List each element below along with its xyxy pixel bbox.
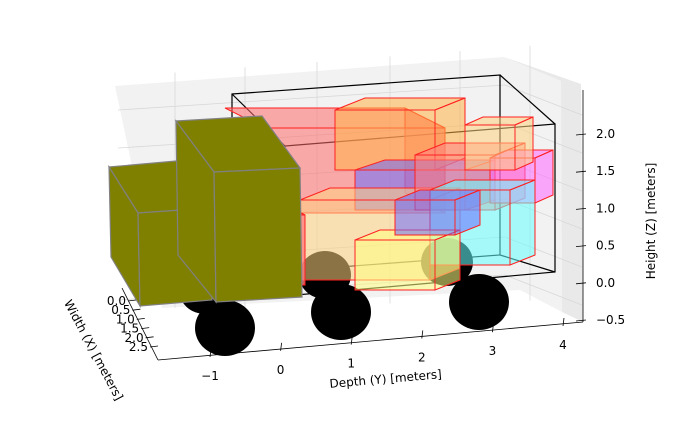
y-tick (562, 317, 565, 327)
z-axis-ticks: −0.5 0.0 0.5 1.0 1.5 2.0 (575, 127, 625, 327)
grid-line (504, 84, 583, 116)
x-tick (149, 345, 159, 348)
z-tick (575, 170, 587, 173)
y-tick-label: 2 (418, 350, 426, 364)
y-tick-label: 0 (277, 363, 285, 377)
x-tick-label: 2.5 (129, 340, 148, 354)
x-tick-label: 0.5 (111, 303, 130, 317)
y-axis-label: Depth (Y) [meters] (329, 367, 442, 391)
cargo-box-front (464, 124, 516, 171)
wheel (449, 274, 509, 330)
z-tick (575, 245, 587, 247)
x-tick-label: 1.0 (116, 312, 135, 326)
cab-front (213, 167, 303, 303)
cargo-box-side (434, 229, 461, 291)
y-tick (350, 336, 353, 345)
z-axis-label: Height (Z) [meters] (644, 163, 658, 280)
x-tick (136, 318, 145, 320)
z-tick (575, 319, 587, 322)
z-tick-label: 2.0 (596, 127, 615, 141)
wheel (195, 300, 255, 356)
y-axis-line (157, 321, 584, 361)
y-tick (280, 342, 282, 351)
z-tick (575, 282, 587, 285)
cargo-box-side (509, 179, 536, 266)
z-tick-label: 1.5 (596, 164, 615, 178)
y-tick (209, 348, 212, 358)
cargo-box (464, 116, 534, 171)
z-tick-label: 1.0 (596, 201, 615, 215)
x-tick (132, 308, 141, 311)
y-axis-ticks: −1 0 1 2 3 4 (201, 317, 567, 383)
y-tick-label: 1 (347, 357, 355, 371)
x-tick-label: 0.0 (107, 294, 126, 308)
cargo-box (354, 229, 461, 291)
x-tick (145, 336, 154, 339)
x-axis-ticks: 0.00.51.01.52.02.5 (107, 294, 159, 354)
y-tick (421, 330, 424, 339)
z-tick (575, 208, 587, 210)
cargo-box-front (394, 199, 456, 236)
y-tick-label: −1 (201, 369, 219, 383)
right-pane (504, 57, 583, 322)
z-tick-label: 0.5 (596, 239, 615, 253)
z-tick (575, 133, 587, 136)
truck-cab (107, 115, 303, 309)
x-tick (127, 299, 137, 302)
cargo-box-front (354, 239, 436, 291)
z-tick-label: −0.5 (596, 313, 625, 327)
y-tick (492, 324, 494, 333)
y-tick-label: 4 (559, 338, 567, 352)
x-tick (141, 327, 150, 329)
cargo-box (394, 189, 481, 236)
cargo-box-side (514, 116, 534, 171)
cargo-box-side (534, 149, 554, 204)
x-tick-label: 2.0 (125, 331, 144, 345)
x-axis-line (121, 287, 159, 361)
x-tick-label: 1.5 (120, 322, 139, 336)
container-edge (499, 74, 556, 125)
grid-line (504, 274, 583, 306)
y-tick-label: 3 (489, 344, 497, 358)
grid-line (117, 84, 506, 111)
z-tick-label: 0.0 (596, 276, 615, 290)
